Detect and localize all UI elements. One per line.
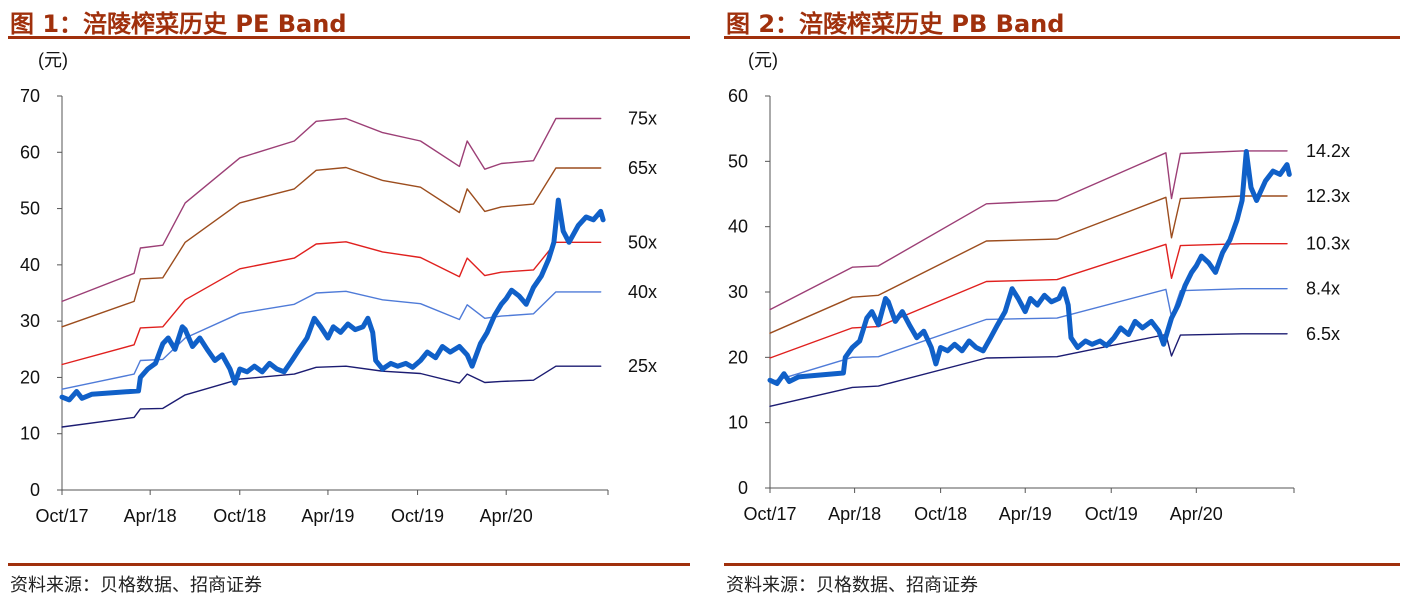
y-tick-label: 10 <box>20 424 40 444</box>
x-tick-label: Apr/18 <box>124 506 177 526</box>
x-tick-label: Oct/18 <box>914 504 967 524</box>
band-line <box>769 288 1288 383</box>
y-axis-label: (元) <box>748 50 778 70</box>
x-tick-label: Apr/19 <box>301 506 354 526</box>
x-tick-label: Oct/19 <box>391 506 444 526</box>
y-tick-label: 30 <box>728 282 748 302</box>
title-rule <box>724 36 1400 39</box>
pb-band-panel: 图 2：涪陵榨菜历史 PB Band 0 10 20 30 40 50 60 (元) Oct/1… <box>716 0 1400 603</box>
figure-title: 图 2：涪陵榨菜历史 PB Band <box>726 10 1065 38</box>
y-tick-label: 0 <box>738 478 748 498</box>
band-label: 40x <box>628 282 657 302</box>
x-tick-label: Oct/17 <box>743 504 796 524</box>
pe-band-chart: 0 10 20 30 40 50 60 70 (元) Oct/17 Apr/18 Oct/18 Apr/… <box>20 50 657 526</box>
x-tick-label: Apr/20 <box>480 506 533 526</box>
band-label: 10.3x <box>1306 234 1350 254</box>
x-tick-label: Apr/18 <box>828 504 881 524</box>
y-tick-label: 40 <box>728 217 748 237</box>
y-tick-label: 20 <box>728 347 748 367</box>
band-line <box>61 365 602 428</box>
y-axis-label: (元) <box>38 50 68 70</box>
figure-title: 图 1：涪陵榨菜历史 PE Band <box>10 10 347 38</box>
pe-band-panel: 图 1：涪陵榨菜历史 PE Band 0 10 20 30 40 50 60 70 (元) Oct… <box>0 0 690 603</box>
band-line <box>61 166 602 328</box>
y-tick-label: 10 <box>728 413 748 433</box>
band-label: 14.2x <box>1306 141 1350 161</box>
price-line <box>59 197 606 403</box>
source-rule <box>8 563 690 566</box>
y-tick-label: 70 <box>20 86 40 106</box>
source-rule <box>724 563 1400 566</box>
source-note: 资料来源：贝格数据、招商证券 <box>10 575 262 596</box>
x-tick-label: Oct/17 <box>35 506 88 526</box>
x-tick-label: Oct/19 <box>1085 504 1138 524</box>
y-tick-label: 20 <box>20 367 40 387</box>
band-label: 75x <box>628 109 657 129</box>
band-line <box>769 150 1288 311</box>
band-label: 12.3x <box>1306 186 1350 206</box>
band-line <box>769 333 1288 407</box>
x-tick-label: Apr/20 <box>1170 504 1223 524</box>
y-tick-label: 50 <box>20 199 40 219</box>
band-label: 8.4x <box>1306 279 1340 299</box>
band-label: 50x <box>628 232 657 252</box>
y-tick-label: 0 <box>30 480 40 500</box>
y-tick-label: 40 <box>20 255 40 275</box>
source-note: 资料来源：贝格数据、招商证券 <box>726 575 978 596</box>
band-label: 65x <box>628 158 657 178</box>
title-rule <box>8 36 690 39</box>
pb-band-chart: 0 10 20 30 40 50 60(元) Oct/17 Apr/18 Oct/18 Apr/19… <box>728 50 1350 524</box>
x-tick-label: Apr/19 <box>999 504 1052 524</box>
band-label: 25x <box>628 356 657 376</box>
band-label: 6.5x <box>1306 324 1340 344</box>
band-line <box>769 195 1288 334</box>
y-tick-label: 50 <box>728 151 748 171</box>
price-line <box>767 149 1292 386</box>
band-line <box>61 241 602 366</box>
y-tick-label: 30 <box>20 311 40 331</box>
x-tick-label: Oct/18 <box>213 506 266 526</box>
y-tick-label: 60 <box>728 86 748 106</box>
y-tick-label: 60 <box>20 142 40 162</box>
band-line <box>61 117 602 303</box>
